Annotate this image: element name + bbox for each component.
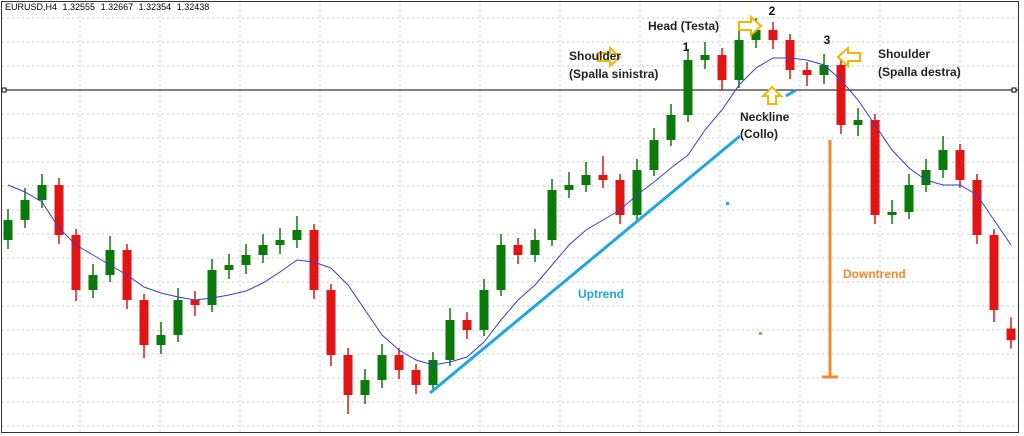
candle-body [887, 212, 897, 215]
candle-body [207, 270, 217, 305]
candle-body [37, 185, 47, 200]
candle-body [751, 30, 761, 40]
annotation: Shoulder [878, 47, 930, 61]
arrow-right [738, 14, 763, 38]
annotation: Head (Testa) [648, 19, 719, 33]
candle-body [105, 250, 115, 275]
candle-body [666, 115, 676, 140]
candle-body [496, 245, 506, 290]
candle-body [54, 185, 64, 235]
candle-body [3, 220, 13, 240]
candle-body [411, 370, 421, 385]
candle-body [462, 320, 472, 330]
candle-body [683, 60, 693, 115]
candle-body [88, 275, 98, 290]
candle-body [173, 300, 183, 335]
candle-body [394, 355, 404, 370]
candle-body [802, 70, 812, 75]
candle-body [972, 180, 982, 235]
ohlc-high: 1.32667 [101, 2, 134, 12]
annotation: 3 [824, 33, 831, 47]
annotation: (Spalla sinistra) [569, 67, 658, 81]
candle-body [139, 300, 149, 345]
candle-body [615, 180, 625, 215]
line-handle [1011, 87, 1017, 93]
annotation: Downtrend [843, 267, 906, 281]
candle-body [989, 235, 999, 310]
candle-body [275, 240, 285, 245]
candle-body [224, 265, 234, 270]
symbol: EURUSD,H4 1.32555 1.32667 1.32354 1.3243… [5, 2, 209, 12]
candle-body [853, 120, 863, 125]
annotation: (Collo) [740, 127, 778, 141]
candle-body [632, 170, 642, 215]
arrow-up [760, 85, 784, 105]
candle-body [955, 150, 965, 180]
candle-body [921, 170, 931, 185]
annotation: 1 [683, 40, 690, 54]
candle-body [190, 300, 200, 305]
annotation: 2 [769, 4, 776, 18]
candle-body [428, 360, 438, 385]
symbol-name: EURUSD,H4 [5, 2, 57, 12]
arrow-right [597, 45, 622, 69]
plot [1, 18, 1018, 414]
candle-body [717, 55, 727, 80]
candle-body [258, 245, 268, 255]
arrow-left [836, 45, 861, 69]
ohlc-low: 1.32354 [139, 2, 172, 12]
candle-body [530, 240, 540, 255]
candle-body [598, 175, 608, 180]
candle-body [734, 40, 744, 80]
candle-body [241, 255, 251, 265]
ohlc-open: 1.32555 [63, 2, 96, 12]
candle-body [377, 355, 387, 380]
candle-body [343, 355, 353, 395]
candle-body [479, 290, 489, 330]
dot [759, 332, 762, 335]
dot [726, 202, 729, 205]
candle-body [309, 230, 319, 290]
candle-body [700, 55, 710, 60]
candle-body [564, 185, 574, 190]
candle-body [904, 185, 914, 212]
line-handle [1, 87, 7, 93]
candle-body [292, 230, 302, 240]
candle-body [819, 65, 829, 75]
candle-body [785, 40, 795, 70]
annotation: Shoulder [569, 49, 621, 63]
annotation: Uptrend [578, 287, 624, 301]
annotation: Neckline [740, 110, 790, 124]
candle-body [836, 65, 846, 125]
candle-body [768, 30, 778, 40]
candle-body [649, 140, 659, 170]
candle-body [1006, 328, 1016, 341]
candle-body [326, 290, 336, 355]
annotation: (Spalla destra) [878, 65, 961, 79]
candle-body [547, 190, 557, 240]
candle-body [513, 245, 523, 255]
candle-body [156, 335, 166, 345]
candle-body [870, 120, 880, 215]
candle-body [581, 175, 591, 185]
candle-body [445, 320, 455, 360]
candle-body [360, 380, 370, 395]
candle-body [938, 150, 948, 170]
uptrend-line [429, 134, 741, 395]
neckline-stub [785, 88, 797, 98]
candle-body [71, 235, 81, 290]
ohlc-close: 1.32438 [177, 2, 210, 12]
moving-average [7, 57, 1012, 366]
candle-body [20, 200, 30, 220]
